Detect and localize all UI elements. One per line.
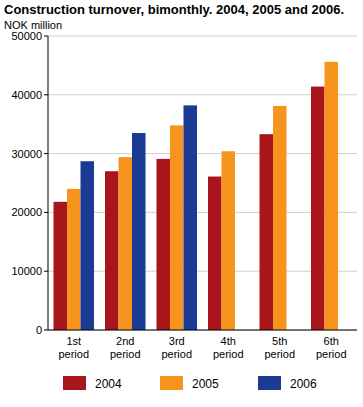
x-tick-label: 5thperiod: [264, 335, 295, 360]
grid-line: [48, 330, 357, 331]
y-tick: [44, 153, 48, 154]
y-tick-label: 10000: [11, 265, 42, 277]
grid-line: [48, 36, 357, 37]
y-tick-label: 30000: [11, 148, 42, 160]
bar: [260, 134, 274, 330]
grid-line: [48, 153, 357, 154]
y-tick: [44, 36, 48, 37]
legend-item: 2004: [63, 376, 122, 391]
legend-label: 2006: [290, 377, 317, 391]
y-tick-label: 40000: [11, 89, 42, 101]
bar: [222, 151, 236, 330]
bar: [184, 105, 198, 330]
bar: [54, 202, 68, 330]
bar: [105, 171, 119, 330]
x-tick-label: 1stperiod: [58, 335, 89, 360]
y-tick: [44, 212, 48, 213]
bars: [54, 62, 339, 330]
x-tick-label: 2ndperiod: [110, 335, 141, 360]
bar: [273, 106, 287, 330]
legend-swatch: [160, 376, 183, 390]
y-tick-label: 0: [36, 324, 42, 336]
y-tick: [44, 271, 48, 272]
x-axis: [48, 330, 357, 331]
bar: [132, 133, 146, 330]
bar: [157, 159, 171, 330]
bar: [311, 87, 325, 330]
legend-label: 2005: [192, 377, 219, 391]
bar: [208, 177, 222, 330]
x-tick-label: 6thperiod: [316, 335, 347, 360]
x-tick-label: 4thperiod: [213, 335, 244, 360]
legend-label: 2004: [95, 377, 122, 391]
grid-line: [48, 212, 357, 213]
title: Construction turnover, bimonthly. 2004, …: [4, 2, 344, 17]
y-tick: [44, 94, 48, 95]
y-tick-label: 50000: [11, 30, 42, 42]
grid-line: [48, 94, 357, 95]
legend-item: 2005: [160, 376, 219, 391]
legend-swatch: [258, 376, 281, 390]
legend-swatch: [63, 376, 86, 390]
bar: [170, 125, 184, 330]
y-tick: [44, 330, 48, 331]
grid-line: [48, 271, 357, 272]
bar: [325, 62, 339, 330]
bar: [81, 161, 95, 330]
bar: [119, 157, 133, 330]
legend-item: 2006: [258, 376, 317, 391]
y-axis: [48, 36, 49, 330]
x-tick-label: 3rdperiod: [161, 335, 192, 360]
y-tick-label: 20000: [11, 206, 42, 218]
bar: [67, 189, 81, 330]
